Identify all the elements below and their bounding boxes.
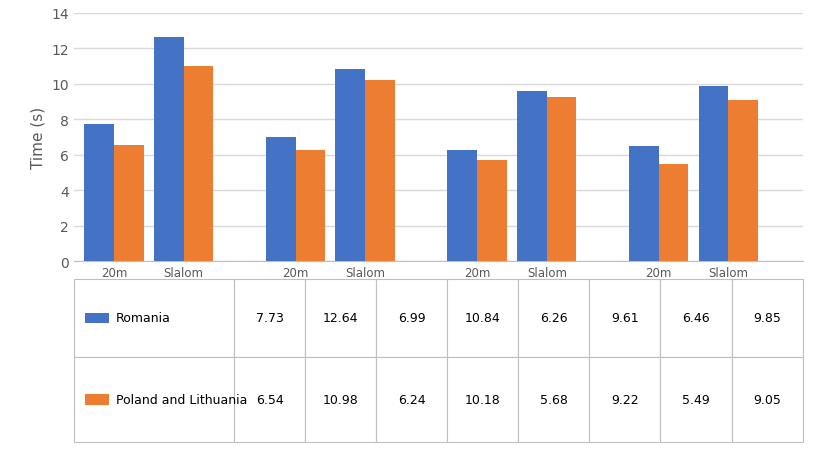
Text: 5.49: 5.49 [682, 393, 710, 406]
Text: 10.98: 10.98 [323, 393, 359, 406]
FancyBboxPatch shape [518, 357, 590, 442]
Bar [183, 67, 213, 262]
Text: 9.05: 9.05 [753, 393, 781, 406]
FancyBboxPatch shape [518, 280, 590, 357]
Y-axis label: Time (s): Time (s) [30, 106, 46, 169]
Bar [336, 69, 365, 262]
Bar [365, 81, 395, 262]
Text: Romania: Romania [116, 312, 171, 325]
Bar [477, 161, 507, 262]
Text: 6.46: 6.46 [682, 312, 710, 325]
Text: 9.85: 9.85 [753, 312, 781, 325]
Text: Class 2: Class 2 [306, 334, 354, 347]
FancyBboxPatch shape [234, 357, 305, 442]
FancyBboxPatch shape [376, 280, 447, 357]
FancyBboxPatch shape [447, 280, 518, 357]
FancyBboxPatch shape [660, 357, 731, 442]
Bar [84, 124, 114, 262]
Text: 10.84: 10.84 [465, 312, 500, 325]
FancyBboxPatch shape [305, 357, 376, 442]
Bar [699, 87, 728, 262]
Text: Class 4: Class 4 [670, 334, 717, 347]
Bar [658, 164, 689, 262]
FancyBboxPatch shape [84, 313, 109, 323]
Text: 5.68: 5.68 [540, 393, 568, 406]
FancyBboxPatch shape [234, 280, 305, 357]
Bar [296, 151, 325, 262]
FancyBboxPatch shape [731, 280, 803, 357]
Text: 6.54: 6.54 [256, 393, 283, 406]
Text: 9.61: 9.61 [611, 312, 639, 325]
Text: 7.73: 7.73 [256, 312, 283, 325]
FancyBboxPatch shape [376, 357, 447, 442]
Text: 10.18: 10.18 [465, 393, 500, 406]
Bar [447, 151, 477, 262]
Text: 9.22: 9.22 [611, 393, 639, 406]
Bar [547, 98, 577, 262]
Bar [114, 146, 143, 262]
FancyBboxPatch shape [74, 280, 234, 357]
FancyBboxPatch shape [590, 357, 660, 442]
Bar [266, 138, 296, 262]
FancyBboxPatch shape [660, 280, 731, 357]
FancyBboxPatch shape [447, 357, 518, 442]
Text: Poland and Lithuania: Poland and Lithuania [116, 393, 247, 406]
FancyBboxPatch shape [84, 395, 109, 405]
Bar [728, 101, 758, 262]
Text: Class 1: Class 1 [125, 334, 173, 347]
FancyBboxPatch shape [305, 280, 376, 357]
Bar [629, 147, 658, 262]
Text: 12.64: 12.64 [323, 312, 359, 325]
Text: 6.24: 6.24 [398, 393, 426, 406]
FancyBboxPatch shape [731, 357, 803, 442]
Bar [154, 37, 183, 262]
Bar [517, 91, 547, 262]
Text: 6.26: 6.26 [540, 312, 568, 325]
Text: Class 3: Class 3 [488, 334, 536, 347]
FancyBboxPatch shape [74, 357, 234, 442]
Text: 6.99: 6.99 [398, 312, 426, 325]
FancyBboxPatch shape [590, 280, 660, 357]
